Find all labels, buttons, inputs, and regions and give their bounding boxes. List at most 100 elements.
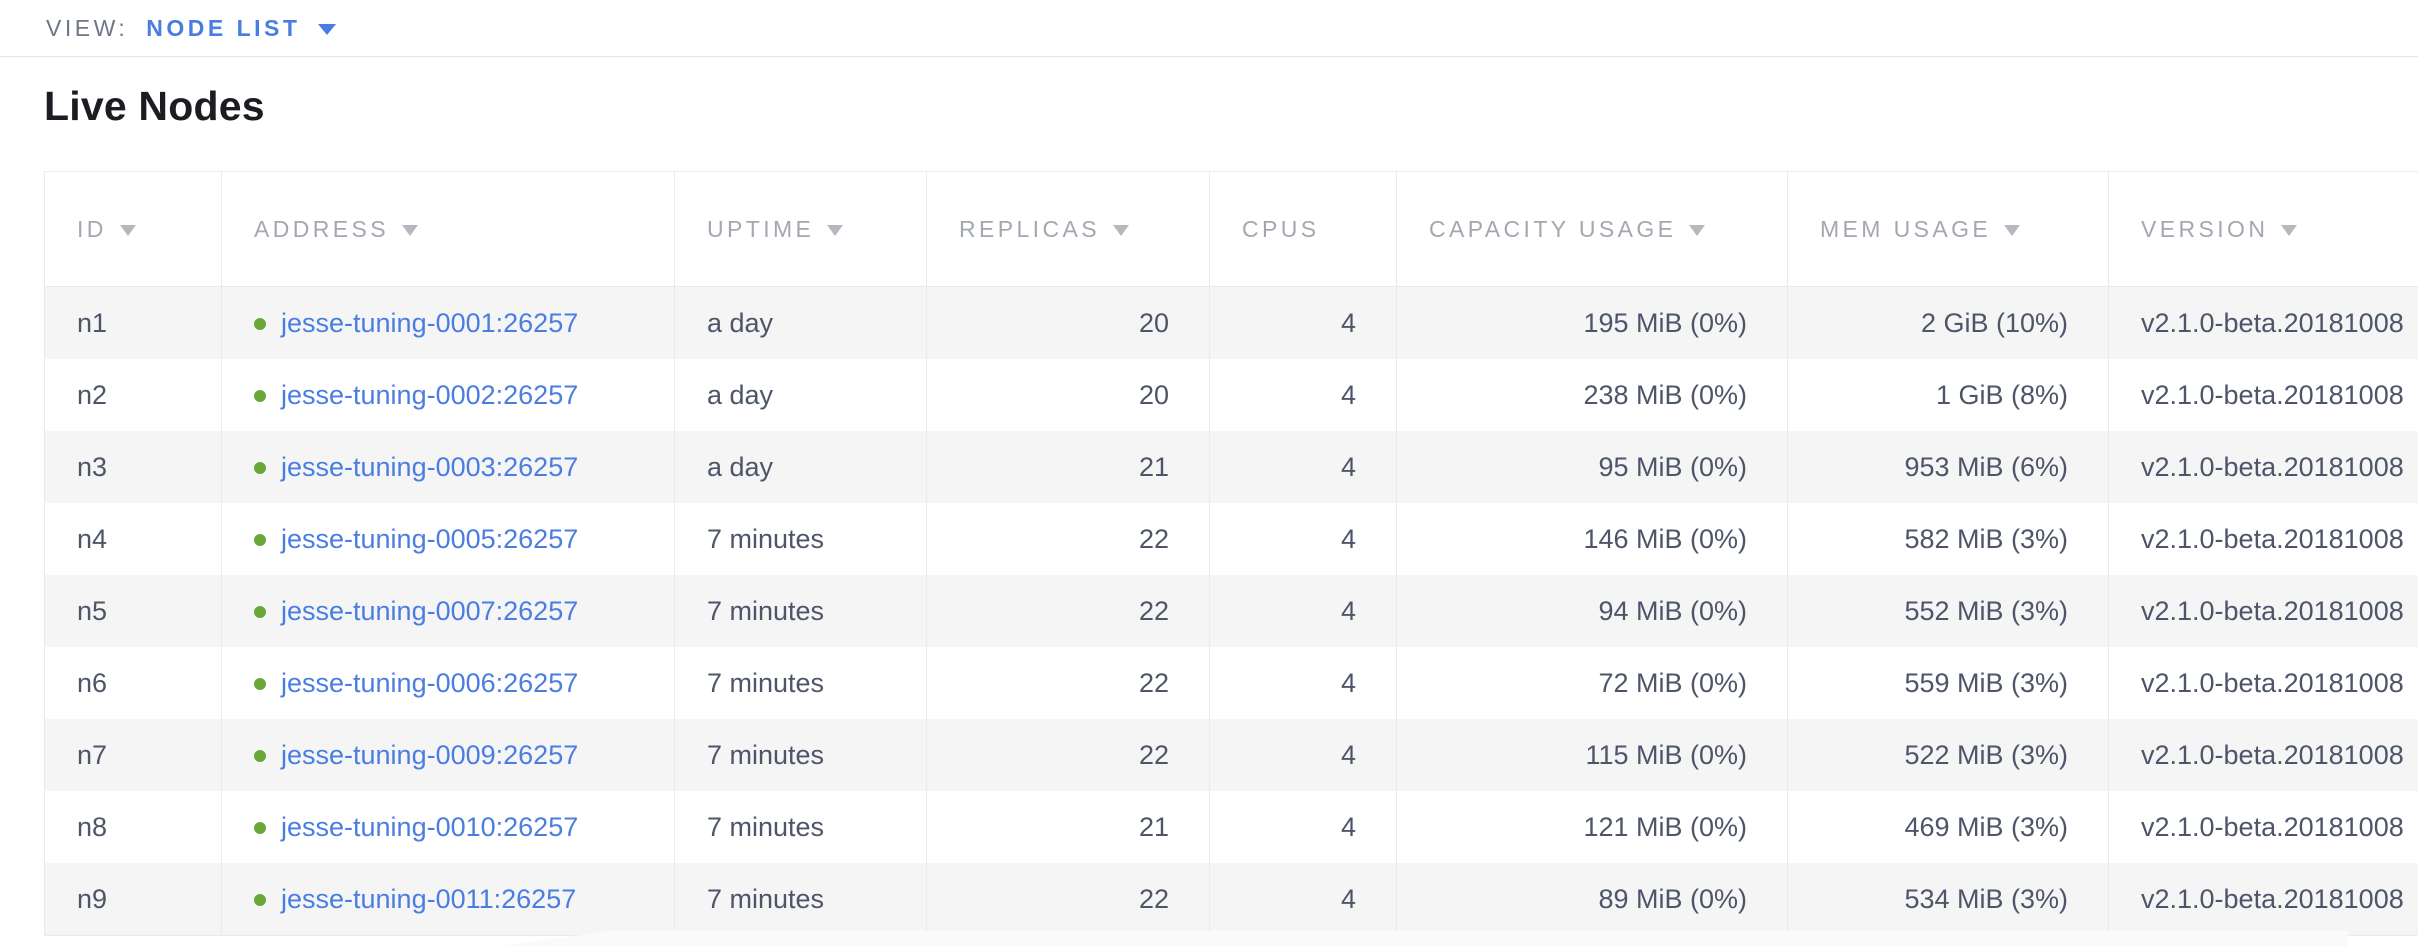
mem_usage-cell: 582 MiB (3%) [1787, 503, 2109, 575]
node-address-link[interactable]: jesse-tuning-0007:26257 [281, 595, 579, 626]
mem_usage-cell: 1 GiB (8%) [1787, 359, 2109, 431]
node-row-n3: n3 jesse-tuning-0003:26257 a day 21 4 95 MiB … [44, 431, 2418, 503]
column-header-label: UPTIME [707, 215, 815, 242]
live-nodes-table: ID ADDRESS UPTIME REPLICAS CPUS CAPACITY USAG… [44, 171, 2418, 936]
uptime-cell: 7 minutes [674, 647, 927, 719]
column-header-uptime[interactable]: UPTIME [674, 171, 927, 287]
replicas-cell: 21 [926, 431, 1210, 503]
mem_usage-cell: 534 MiB (3%) [1787, 863, 2109, 936]
cpus-cell: 4 [1209, 863, 1397, 936]
mem_usage-cell: 559 MiB (3%) [1787, 647, 2109, 719]
node-live-status-icon [254, 533, 266, 546]
uptime-cell: 7 minutes [674, 791, 927, 863]
uptime-cell: 7 minutes [674, 863, 927, 936]
cpus-cell: 4 [1209, 359, 1397, 431]
node-live-status-icon [254, 461, 266, 474]
node-address-cell: jesse-tuning-0005:26257 [221, 503, 675, 575]
node-address-cell: jesse-tuning-0003:26257 [221, 431, 675, 503]
node-live-status-icon [254, 677, 266, 690]
chevron-down-icon [318, 24, 337, 35]
node-address-link[interactable]: jesse-tuning-0005:26257 [281, 523, 579, 554]
view-selected-value: NODE LIST [146, 14, 301, 41]
node-live-status-icon [254, 893, 266, 906]
node-address-link[interactable]: jesse-tuning-0009:26257 [281, 739, 579, 770]
sort-desc-icon [2004, 224, 2021, 236]
sort-desc-icon [1112, 224, 1129, 236]
column-header-label: ID [77, 215, 107, 242]
cpus-cell: 4 [1209, 431, 1397, 503]
column-header-cpus: CPUS [1209, 171, 1397, 287]
replicas-cell: 21 [926, 791, 1210, 863]
view-label: VIEW: [46, 14, 129, 41]
version-cell: v2.1.0-beta.20181008 [2108, 286, 2418, 359]
node-row-n2: n2 jesse-tuning-0002:26257 a day 20 4 238 MiB… [45, 359, 2418, 431]
node-address-cell: jesse-tuning-0006:26257 [221, 647, 675, 719]
sort-desc-icon [402, 224, 418, 236]
replicas-cell: 22 [926, 503, 1210, 575]
capacity_usage-cell: 146 MiB (0%) [1396, 503, 1788, 575]
node-live-status-icon [254, 317, 266, 330]
id-cell: n4 [77, 523, 108, 554]
cpus-cell: 4 [1209, 503, 1397, 575]
node-live-status-icon [254, 821, 266, 834]
column-header-label: VERSION [2141, 215, 2269, 242]
node-address-cell: jesse-tuning-0009:26257 [221, 719, 675, 791]
view-bar: VIEW: NODE LIST [0, 0, 2418, 57]
column-header-address[interactable]: ADDRESS [221, 171, 675, 287]
cpus-cell: 4 [1209, 719, 1397, 791]
cpus-cell: 4 [1209, 575, 1397, 647]
version-cell: v2.1.0-beta.20181008 [2108, 575, 2418, 647]
node-address-cell: jesse-tuning-0010:26257 [221, 791, 675, 863]
replicas-cell: 22 [926, 647, 1210, 719]
version-cell: v2.1.0-beta.20181008 [2108, 503, 2418, 575]
column-header-version[interactable]: VERSION [2108, 171, 2418, 287]
capacity_usage-cell: 94 MiB (0%) [1396, 575, 1788, 647]
capacity_usage-cell: 95 MiB (0%) [1396, 431, 1788, 503]
cpus-cell: 4 [1209, 791, 1397, 863]
node-address-link[interactable]: jesse-tuning-0010:26257 [281, 811, 579, 842]
uptime-cell: 7 minutes [674, 719, 927, 791]
column-header-capacity_usage[interactable]: CAPACITY USAGE [1396, 171, 1788, 287]
view-selector[interactable]: NODE LIST [146, 14, 337, 42]
uptime-cell: 7 minutes [674, 503, 927, 575]
mem_usage-cell: 552 MiB (3%) [1787, 575, 2109, 647]
uptime-cell: 7 minutes [674, 575, 927, 647]
column-header-mem_usage[interactable]: MEM USAGE [1787, 171, 2109, 287]
node-address-link[interactable]: jesse-tuning-0002:26257 [281, 379, 579, 410]
id-cell: n8 [77, 811, 108, 842]
replicas-cell: 22 [926, 863, 1210, 936]
table-header-row: ID ADDRESS UPTIME REPLICAS CPUS CAPACITY USAG… [44, 171, 2418, 287]
mem_usage-cell: 2 GiB (10%) [1787, 286, 2109, 359]
id-cell: n5 [77, 595, 108, 626]
column-header-id[interactable]: ID [44, 171, 222, 287]
column-header-replicas[interactable]: REPLICAS [926, 171, 1210, 287]
sort-desc-icon [827, 224, 844, 236]
node-row-n7: n7 jesse-tuning-0009:26257 7 minutes 22 4 115… [44, 719, 2418, 791]
cpus-cell: 4 [1209, 647, 1397, 719]
capacity_usage-cell: 89 MiB (0%) [1396, 863, 1788, 936]
node-address-cell: jesse-tuning-0002:26257 [221, 359, 675, 431]
node-row-n9: n9 jesse-tuning-0011:26257 7 minutes 22 4 89 … [44, 863, 2418, 936]
mem_usage-cell: 522 MiB (3%) [1787, 719, 2109, 791]
id-cell: n6 [77, 667, 108, 698]
replicas-cell: 20 [926, 286, 1210, 359]
version-cell: v2.1.0-beta.20181008 [2108, 431, 2418, 503]
node-live-status-icon [254, 605, 266, 618]
capacity_usage-cell: 121 MiB (0%) [1396, 791, 1788, 863]
sort-desc-icon [1689, 224, 1706, 236]
capacity_usage-cell: 195 MiB (0%) [1396, 286, 1788, 359]
column-header-label: ADDRESS [254, 215, 389, 242]
capacity_usage-cell: 72 MiB (0%) [1396, 647, 1788, 719]
replicas-cell: 22 [926, 575, 1210, 647]
node-row-n8: n8 jesse-tuning-0010:26257 7 minutes 21 4 121… [45, 791, 2418, 863]
id-cell: n1 [77, 307, 108, 338]
node-address-link[interactable]: jesse-tuning-0006:26257 [281, 667, 579, 698]
id-cell: n3 [77, 451, 108, 482]
id-cell: n2 [77, 379, 108, 410]
column-header-label: CPUS [1242, 215, 1320, 242]
column-header-label: REPLICAS [959, 215, 1100, 242]
node-address-link[interactable]: jesse-tuning-0001:26257 [281, 307, 579, 338]
node-address-link[interactable]: jesse-tuning-0011:26257 [281, 883, 577, 914]
column-header-label: CAPACITY USAGE [1429, 215, 1677, 242]
node-address-link[interactable]: jesse-tuning-0003:26257 [281, 451, 579, 482]
